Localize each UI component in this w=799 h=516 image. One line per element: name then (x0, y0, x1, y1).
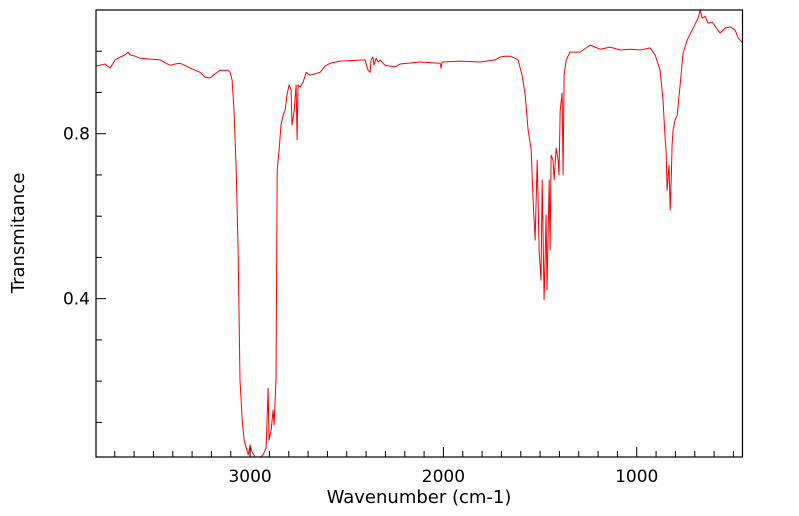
plot-frame (95, 9, 744, 458)
spectrum-line (95, 9, 743, 458)
y-axis-title: Transmitance (8, 173, 29, 295)
axis-ticks (96, 9, 734, 457)
axis-tick-labels: 3000 2000 1000 0.4 0.8 (63, 125, 658, 487)
y-tick-label: 0.4 (63, 290, 90, 310)
y-tick-label: 0.8 (63, 125, 90, 145)
x-tick-label: 2000 (422, 467, 465, 487)
x-axis-title: Wavenumber (cm-1) (327, 487, 512, 508)
x-tick-label: 1000 (615, 467, 658, 487)
x-tick-label: 3000 (228, 467, 271, 487)
